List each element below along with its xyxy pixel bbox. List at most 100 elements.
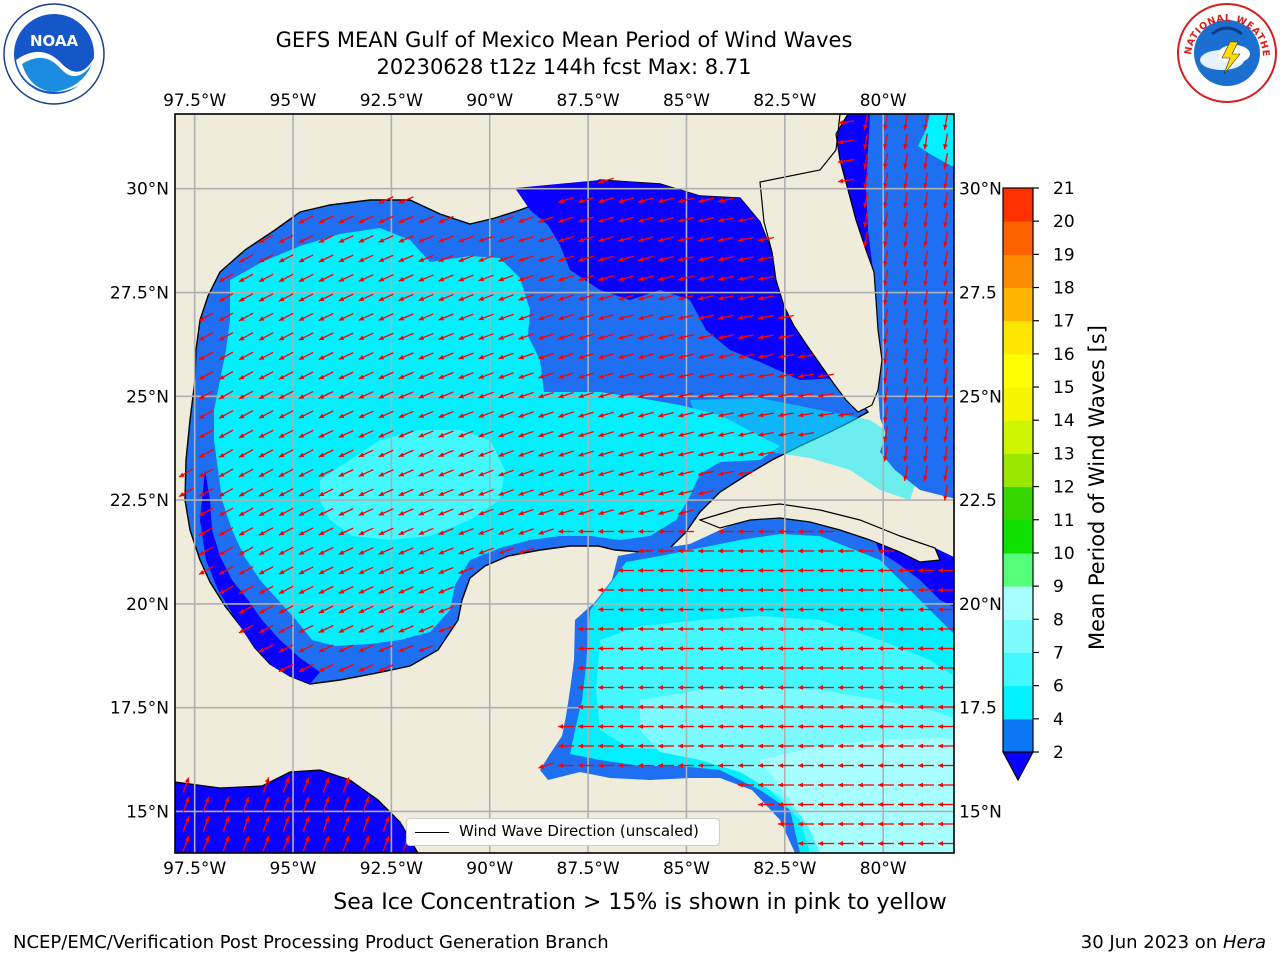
wave-arrow-head-756: [738, 646, 743, 651]
wave-arrow-head-405: [199, 433, 205, 438]
wave-arrow-head-775: [618, 665, 623, 671]
wave-arrow-head-497: [658, 471, 664, 477]
wave-arrow-head-46: [398, 218, 405, 223]
wave-arrow-head-300: [278, 374, 285, 380]
wave-arrow-head-328: [883, 378, 888, 384]
wave-arrow-head-607: [658, 548, 663, 554]
wave-arrow-head-212: [578, 315, 584, 321]
wave-arrow-head-741: [298, 647, 305, 653]
wave-arrow-head-126: [903, 261, 908, 267]
wave-arrow-head-14: [883, 163, 888, 169]
wave-arrow-head-198: [298, 316, 305, 321]
wave-arrow-head-680: [238, 608, 245, 614]
wave-arrow-head-578: [598, 529, 603, 534]
wave-arrow-head-884: [818, 763, 823, 768]
wave-arrow-head-735: [878, 626, 883, 632]
colorbar-tick-label-1: 4: [1053, 710, 1064, 730]
wave-arrow-head-701: [798, 607, 803, 612]
wave-arrow-head-725: [678, 626, 683, 632]
colorbar-tick-label-15: 19: [1053, 245, 1075, 265]
wave-arrow-head-417: [438, 432, 445, 438]
wave-arrow-head-722: [618, 626, 623, 632]
wave-arrow-head-923: [858, 802, 863, 807]
wave-arrow-head-615: [818, 548, 823, 554]
wave-arrow-head-63: [883, 222, 888, 228]
wave-arrow-head-581: [658, 529, 663, 534]
wave-arrow-head-313: [538, 374, 544, 379]
wave-arrow-head-193: [199, 316, 205, 321]
wave-arrow-head-871: [558, 763, 563, 768]
wave-arrow-head-180: [598, 296, 604, 301]
wave-arrow-head-232: [298, 335, 305, 341]
wave-arrow-head-845: [858, 724, 863, 729]
wave-arrow-head-763: [878, 646, 883, 651]
wave-arrow-head-574: [518, 530, 524, 535]
wave-arrow-head-62: [863, 222, 868, 228]
wave-arrow-head-569: [418, 530, 425, 535]
wave-arrow-head-121: [698, 256, 704, 262]
wave-arrow-head-338: [318, 394, 325, 399]
wave-arrow-head-515: [378, 491, 385, 496]
wave-arrow-head-410: [298, 433, 305, 438]
wave-arrow-head-262: [219, 355, 225, 360]
wave-arrow-head-449: [378, 452, 385, 457]
wave-arrow-head-92: [758, 237, 764, 242]
wave-arrow-head-487: [458, 471, 465, 477]
wave-arrow-head-738: [938, 626, 943, 632]
wave-arrow-head-117: [618, 257, 624, 262]
wave-arrow-head-329: [903, 378, 908, 384]
wave-arrow-head-140: [438, 276, 445, 282]
wave-arrow-head-107: [418, 257, 425, 262]
wave-arrow-head-819: [738, 704, 743, 710]
wave-arrow-head-634: [638, 568, 643, 573]
wave-arrow-head-610: [718, 548, 723, 554]
wave-arrow-head-832: [598, 724, 603, 729]
wave-arrow-head-21: [883, 183, 888, 189]
wave-arrow-head-441: [219, 452, 225, 458]
wave-arrow-head-561: [258, 530, 265, 536]
wave-arrow-head-796: [658, 685, 663, 690]
wave-arrow-head-355: [658, 393, 664, 399]
wave-arrow-head-440: [199, 452, 205, 458]
wave-arrow-head-456: [518, 452, 524, 457]
wave-arrow-head-82: [558, 237, 564, 243]
colorbar-band-7: [1003, 486, 1033, 521]
wave-arrow-head-708: [938, 607, 943, 612]
wave-arrow-head-13: [863, 163, 868, 169]
wave-arrow-head-687: [378, 608, 385, 613]
wave-arrow-head-571: [458, 530, 465, 535]
wave-arrow-head-840: [758, 724, 763, 729]
wave-arrow-head-109: [458, 257, 465, 262]
colorbar-band-12: [1003, 320, 1033, 355]
wave-arrow-head-535: [238, 511, 245, 516]
wave-arrow-head-187: [738, 295, 744, 301]
wave-arrow-head-84: [598, 237, 604, 243]
wave-arrow-head-784: [798, 665, 803, 671]
wave-arrow-head-706: [898, 607, 903, 612]
wave-arrow-head-149: [618, 276, 624, 282]
wave-arrow-head-142: [478, 276, 485, 282]
wave-arrow-head-341: [378, 394, 385, 399]
wave-arrow-head-795: [638, 685, 643, 690]
wave-arrow-head-208: [498, 315, 504, 321]
wave-arrow-head-564: [318, 530, 325, 535]
wave-arrow-head-585: [758, 529, 763, 534]
wave-arrow-head-36: [863, 202, 868, 208]
wave-arrow-head-853: [618, 743, 623, 749]
wave-arrow-head-89: [698, 237, 704, 243]
wave-arrow-head-457: [538, 452, 544, 457]
wave-arrow-head-261: [199, 355, 205, 360]
wave-arrow-head-179: [578, 296, 584, 301]
wave-arrow-head-790: [918, 665, 923, 671]
wave-arrow-head-350: [558, 393, 564, 399]
wave-arrow-head-930: [224, 816, 230, 823]
wave-arrow-head-883: [798, 763, 803, 768]
wave-arrow-head-266: [298, 355, 305, 360]
wave-arrow-head-170: [398, 296, 405, 301]
wave-arrow-head-728: [738, 626, 743, 632]
wave-arrow-head-782: [758, 665, 763, 671]
wave-arrow-head-537: [278, 511, 285, 516]
wave-arrow-head-938: [384, 816, 390, 823]
wave-arrow-head-554: [618, 510, 624, 516]
wave-arrow-head-918: [758, 802, 763, 807]
